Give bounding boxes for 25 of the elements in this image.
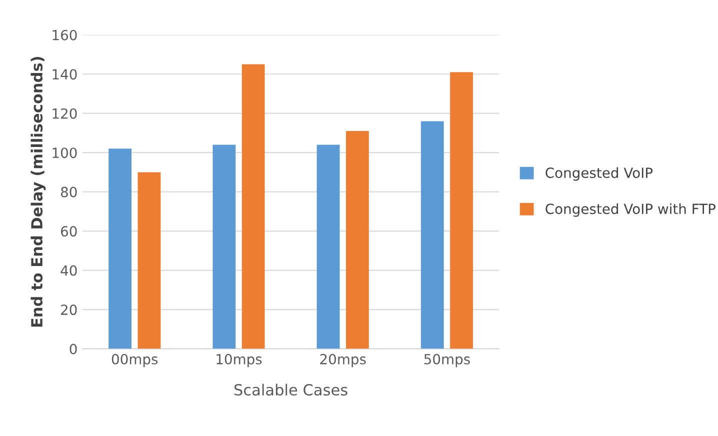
y-axis-title: End to End Delay (milliseconds): [30, 56, 46, 327]
bar: [212, 144, 236, 349]
y-tick-label: 40: [60, 265, 77, 276]
x-tick-label: 00mps: [112, 354, 158, 368]
legend-label: Congested VoIP: [546, 167, 653, 181]
bar: [138, 172, 161, 349]
x-tick-label: 50mps: [424, 354, 470, 368]
y-tick-label: 120: [52, 108, 77, 119]
bar: [346, 131, 369, 349]
y-tick-label: 160: [52, 30, 77, 40]
y-tick-label: 100: [52, 148, 77, 158]
bar: [450, 72, 473, 349]
bar: [108, 148, 132, 349]
y-tick-label: 140: [52, 69, 77, 80]
bar: [316, 144, 340, 349]
bar: [242, 64, 265, 349]
x-tick-label: 20mps: [320, 354, 366, 368]
y-tick-label: 80: [60, 186, 77, 198]
legend-label: Congested VoIP with FTP: [546, 203, 716, 217]
y-tick-label: 20: [61, 304, 77, 316]
x-axis-title: Scalable Cases: [234, 384, 348, 396]
y-tick-label: 60: [61, 226, 77, 237]
x-tick-label: 10mps: [216, 354, 262, 368]
bar: [420, 121, 444, 349]
y-tick-label: 0: [70, 344, 77, 354]
